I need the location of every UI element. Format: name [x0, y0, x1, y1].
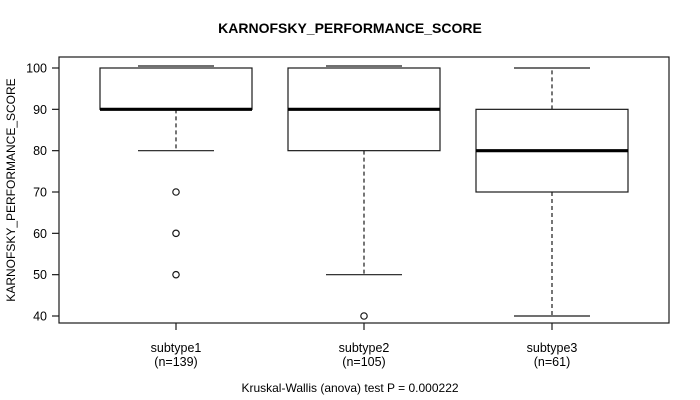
outlier-point	[172, 270, 180, 279]
y-tick-label: 100	[26, 62, 47, 76]
outlier-point	[172, 229, 180, 238]
statistical-test-caption: Kruskal-Wallis (anova) test P = 0.000222	[241, 381, 458, 395]
iqr-box	[99, 67, 253, 110]
y-tick-label: 60	[33, 227, 47, 241]
group-label: subtype3	[527, 341, 578, 355]
outlier-point	[360, 312, 368, 320]
group-label: subtype2	[339, 341, 390, 355]
group-n-label: (n=105)	[342, 355, 385, 369]
chart-title: KARNOFSKY_PERFORMANCE_SCORE	[218, 20, 482, 36]
group-n-label: (n=139)	[154, 355, 197, 369]
y-tick-label: 90	[33, 103, 47, 117]
y-tick-label: 80	[33, 144, 47, 158]
group-label: subtype1	[151, 341, 202, 355]
group-n-label: (n=61)	[534, 355, 570, 369]
plot-area: 405060708090100subtype1(n=139)subtype2(n…	[26, 56, 670, 369]
y-axis-label: KARNOFSKY_PERFORMANCE_SCORE	[4, 78, 18, 301]
outlier-point	[172, 188, 180, 196]
y-tick-label: 70	[33, 186, 47, 200]
y-tick-label: 40	[33, 310, 47, 324]
y-tick-label: 50	[33, 268, 47, 282]
